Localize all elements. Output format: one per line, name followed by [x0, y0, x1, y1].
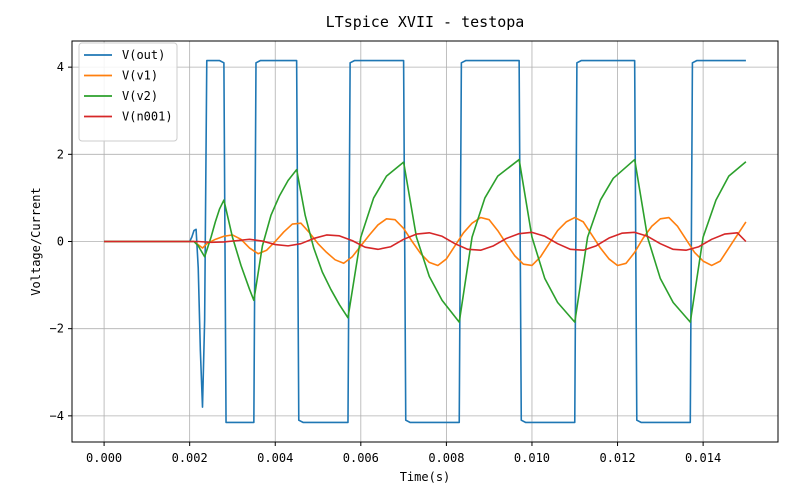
legend-label-v-n001: V(n001) [122, 110, 173, 124]
y-tick-label: 0 [57, 235, 64, 249]
ticks: 0.000 0.002 0.004 0.006 0.008 0.010 0.012 0.014… [50, 60, 722, 465]
series-line-v-v2 [104, 158, 747, 323]
legend-label-v-out: V(out) [122, 48, 165, 62]
x-tick-label: 0.004 [257, 451, 293, 465]
legend: V(out) V(v1) V(v2) V(n001) [78, 42, 178, 142]
legend-label-v-v1: V(v1) [122, 69, 158, 83]
y-tick-label: 4 [57, 60, 64, 74]
y-tick-label: 2 [57, 147, 64, 161]
y-axis-label: Voltage/Current [29, 187, 43, 295]
x-tick-label: 0.000 [86, 451, 122, 465]
y-tick-label: −4 [50, 409, 64, 423]
legend-label-v-v2: V(v2) [122, 89, 158, 103]
x-tick-label: 0.006 [343, 451, 379, 465]
x-axis-label: Time(s) [400, 470, 451, 484]
x-tick-label: 0.008 [428, 451, 464, 465]
x-tick-label: 0.012 [599, 451, 635, 465]
y-tick-label: −2 [50, 322, 64, 336]
chart-title: LTspice XVII - testopa [326, 13, 525, 31]
series-line-v-out [104, 59, 746, 424]
series-line-v-n001 [104, 231, 747, 252]
series-layer [104, 59, 747, 424]
x-tick-label: 0.014 [685, 451, 721, 465]
series-line-v-v1 [104, 216, 747, 267]
x-tick-label: 0.002 [172, 451, 208, 465]
x-tick-label: 0.010 [514, 451, 550, 465]
